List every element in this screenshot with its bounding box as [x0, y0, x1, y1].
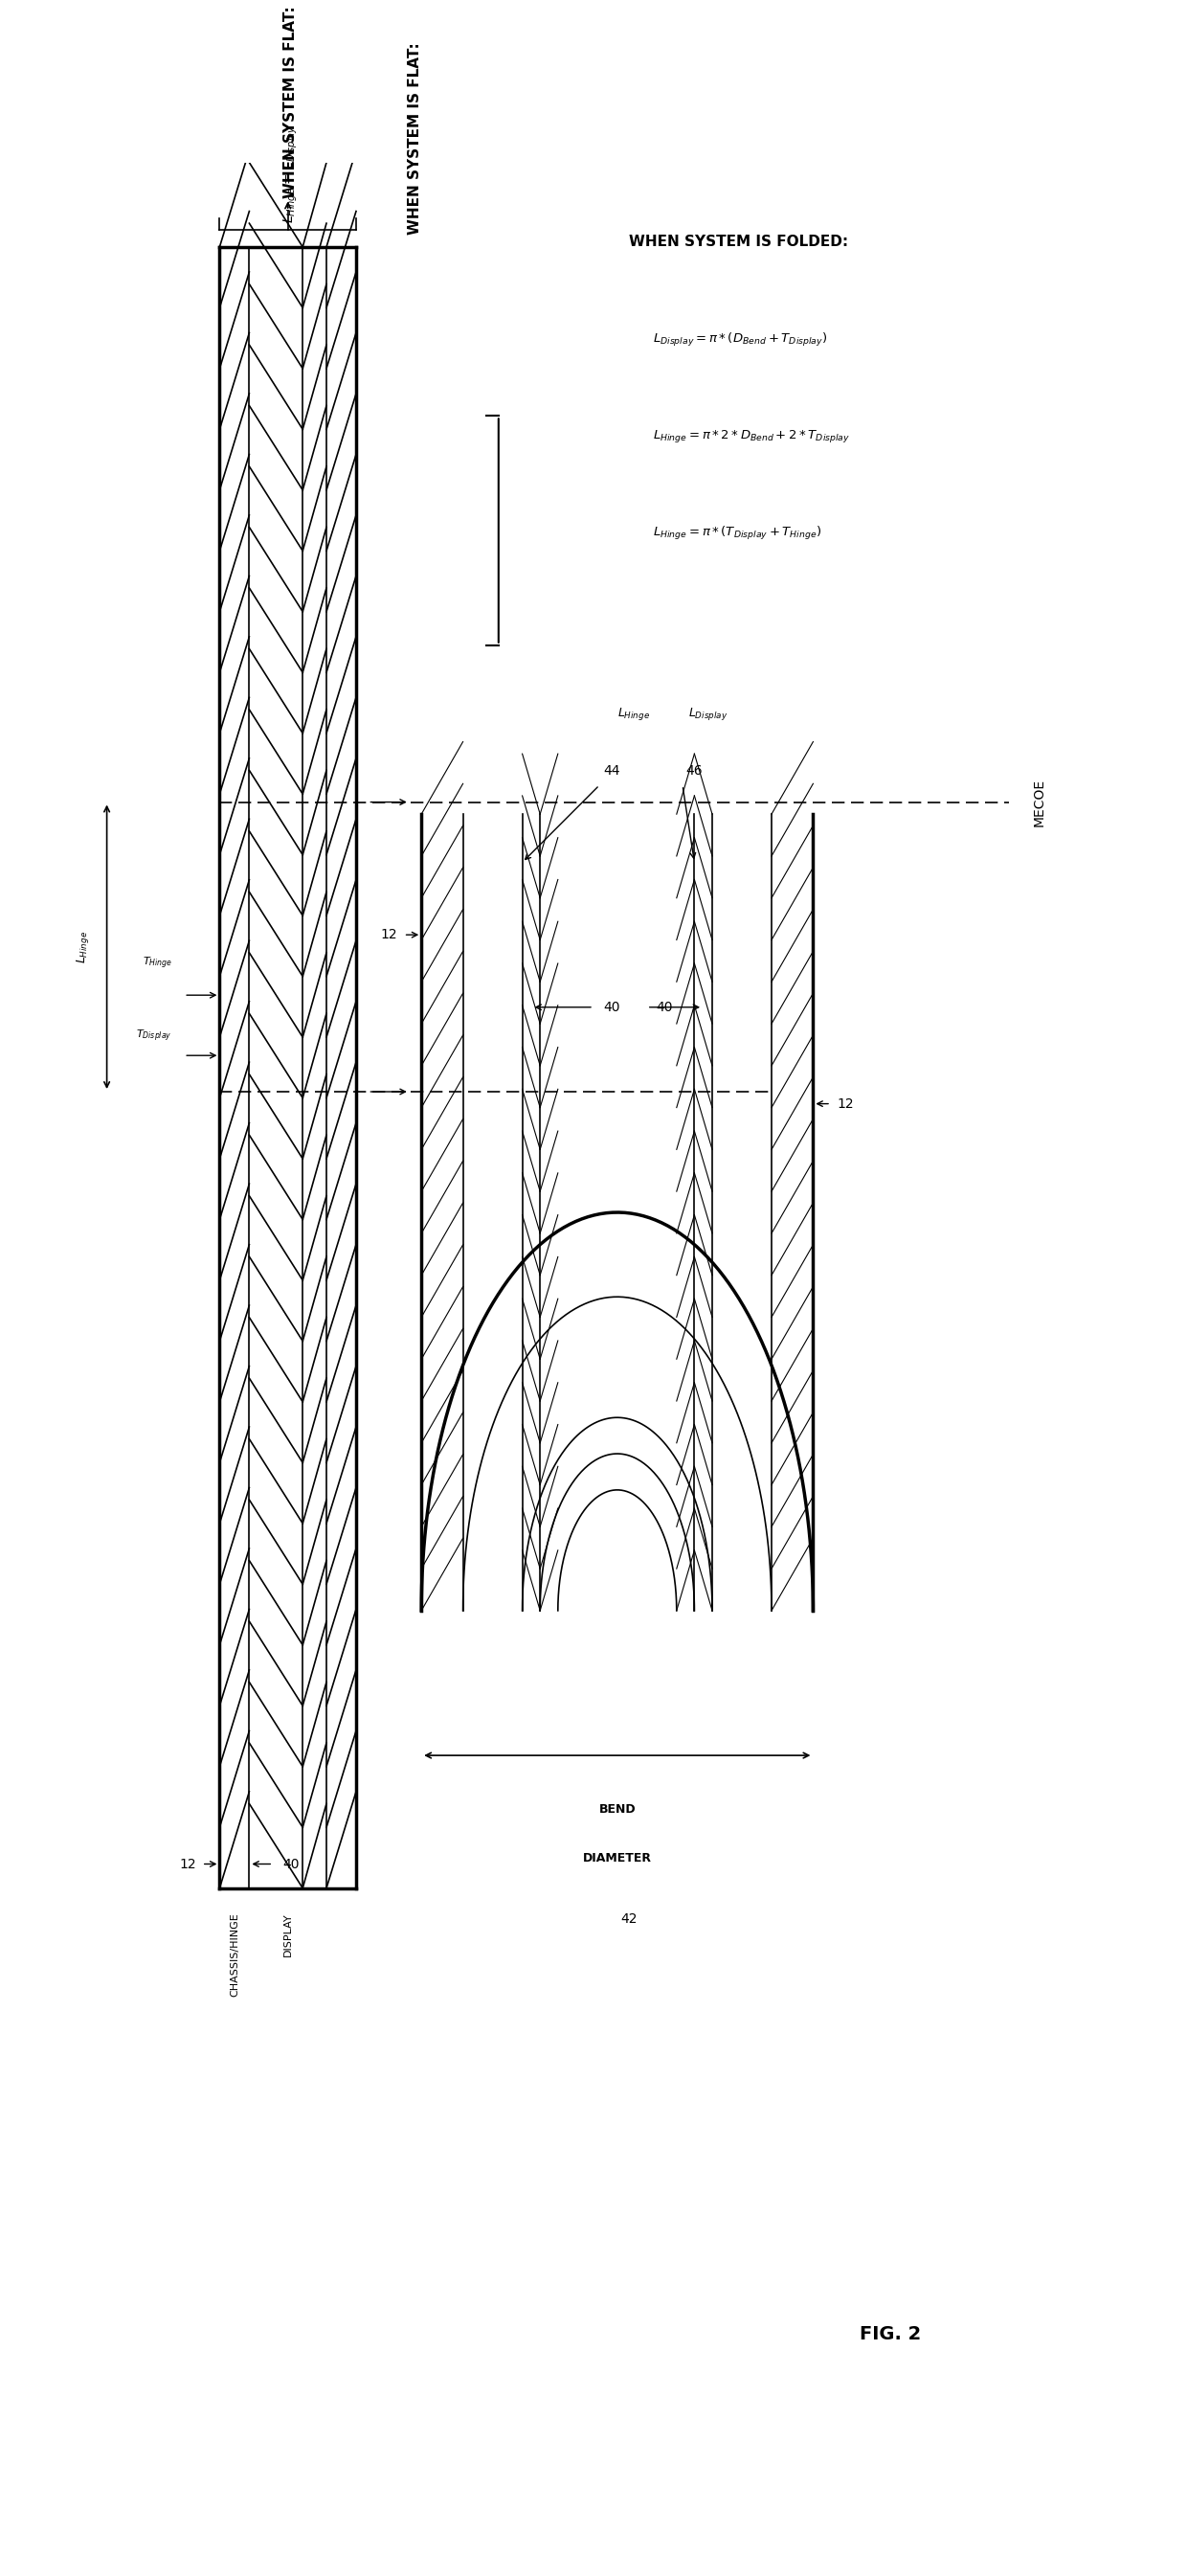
- Text: 12: 12: [837, 1097, 853, 1110]
- Text: 44: 44: [603, 765, 620, 778]
- Text: 12: 12: [179, 1857, 196, 1870]
- Text: $L_{Hinge}$: $L_{Hinge}$: [75, 930, 91, 963]
- Text: $L_{Hinge}=\pi*(T_{Display}+T_{Hinge})$: $L_{Hinge}=\pi*(T_{Display}+T_{Hinge})$: [653, 526, 821, 541]
- Text: 40: 40: [656, 999, 673, 1015]
- Text: 40: 40: [603, 999, 620, 1015]
- Text: WHEN SYSTEM IS FLAT:: WHEN SYSTEM IS FLAT:: [284, 8, 298, 198]
- Text: $L_{Hinge}$: $L_{Hinge}$: [617, 706, 649, 721]
- Text: $L_{Display}$: $L_{Display}$: [688, 706, 728, 721]
- Text: $L_{Hinge}=\pi*2*D_{Bend}+2*T_{Display}$: $L_{Hinge}=\pi*2*D_{Bend}+2*T_{Display}$: [653, 428, 850, 443]
- Text: 46: 46: [686, 765, 703, 778]
- Text: WHEN SYSTEM IS FLAT:: WHEN SYSTEM IS FLAT:: [408, 44, 423, 234]
- Text: $T_{Hinge}$: $T_{Hinge}$: [142, 956, 172, 971]
- Text: $T_{Display}$: $T_{Display}$: [137, 1028, 172, 1043]
- Text: BEND: BEND: [598, 1803, 636, 1816]
- Text: $L_{Display}=\pi*(D_{Bend}+T_{Display})$: $L_{Display}=\pi*(D_{Bend}+T_{Display})$: [653, 332, 827, 348]
- Text: 40: 40: [283, 1857, 299, 1870]
- Text: DISPLAY: DISPLAY: [283, 1911, 293, 1955]
- Text: $L_{Hinge}$ = $L_{Display}$: $L_{Hinge}$ = $L_{Display}$: [283, 124, 299, 224]
- Text: WHEN SYSTEM IS FOLDED:: WHEN SYSTEM IS FOLDED:: [629, 234, 849, 250]
- Text: MECOE: MECOE: [1033, 778, 1046, 827]
- Text: 42: 42: [621, 1911, 637, 1927]
- Text: DIAMETER: DIAMETER: [583, 1852, 652, 1865]
- Text: CHASSIS/HINGE: CHASSIS/HINGE: [229, 1911, 240, 1996]
- Text: 12: 12: [381, 927, 398, 940]
- Text: FIG. 2: FIG. 2: [859, 2326, 921, 2344]
